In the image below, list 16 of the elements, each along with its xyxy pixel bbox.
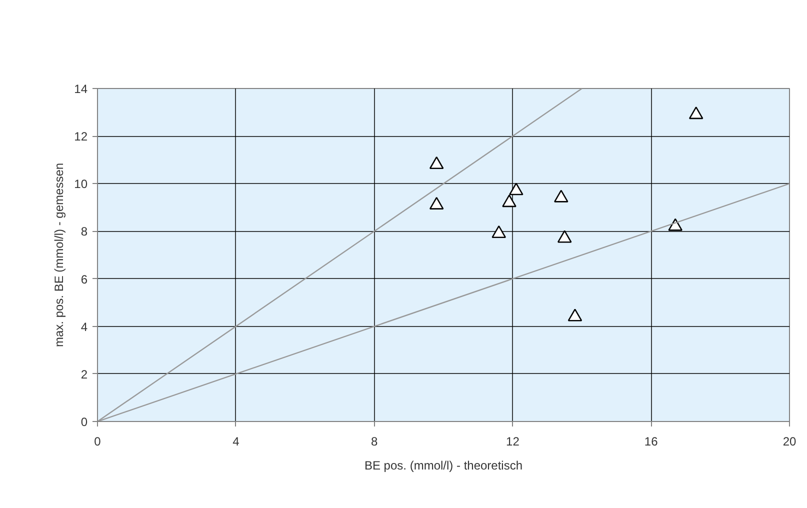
x-tick-label: 12 — [506, 434, 520, 448]
y-tick-label: 14 — [74, 82, 88, 96]
y-tick-label: 0 — [80, 415, 88, 429]
x-tick-label: 0 — [94, 434, 102, 448]
y-tick-label: 4 — [80, 320, 88, 334]
x-tick-label: 4 — [232, 434, 240, 448]
x-axis-title: BE pos. (mmol/l) - theoretisch — [364, 458, 523, 472]
y-tick-label: 2 — [80, 367, 88, 382]
x-tick-label: 20 — [782, 434, 796, 448]
y-tick-label: 10 — [74, 177, 88, 192]
y-tick-label: 12 — [74, 130, 88, 144]
x-tick-label: 8 — [370, 434, 378, 448]
y-tick-label: 8 — [80, 224, 88, 239]
y-axis-title: max. pos. BE (mmol/l) - gemessen — [52, 162, 66, 348]
y-tick-label: 6 — [80, 272, 88, 286]
x-tick-label: 16 — [644, 434, 658, 448]
